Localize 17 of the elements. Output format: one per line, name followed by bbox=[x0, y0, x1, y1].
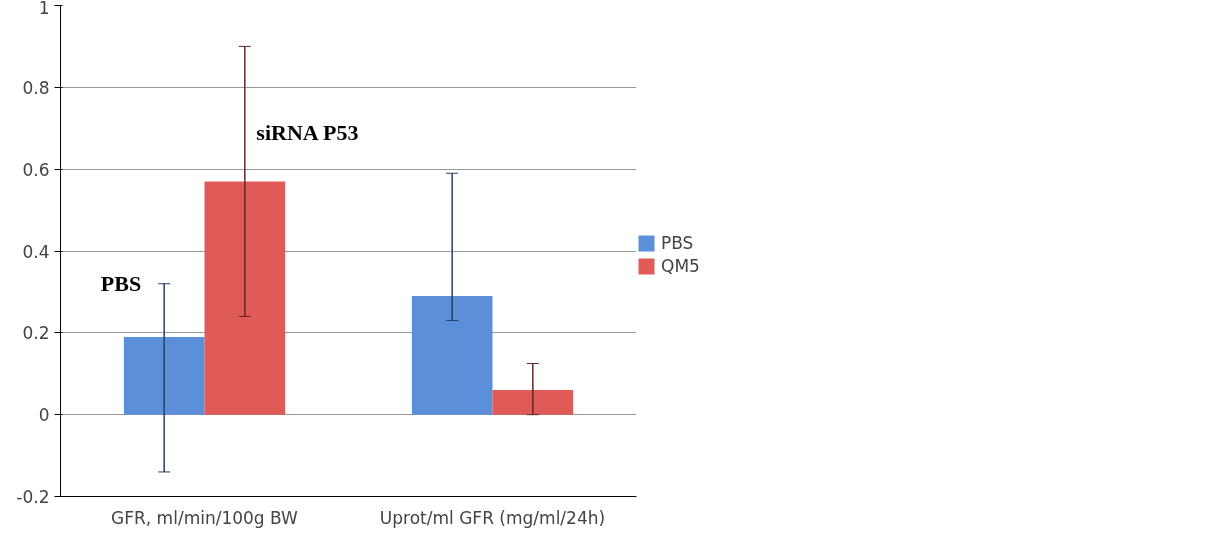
y-tick-label: 1 bbox=[38, 0, 50, 18]
y-tick-label: 0 bbox=[38, 405, 50, 426]
annotation: PBS bbox=[100, 271, 142, 297]
bar bbox=[123, 336, 205, 415]
y-tick-label: -0.2 bbox=[16, 487, 50, 507]
bar bbox=[492, 390, 574, 415]
y-tick-label: 0.6 bbox=[22, 159, 50, 180]
y-tick-label: 0.4 bbox=[22, 241, 50, 262]
y-tick-label: 0.8 bbox=[22, 77, 50, 98]
legend-label: PBS bbox=[661, 233, 694, 253]
x-tick-label: GFR, ml/min/100g BW bbox=[111, 507, 299, 528]
annotation: siRNA P53 bbox=[256, 119, 359, 145]
bar bbox=[411, 296, 493, 415]
x-tick-label: Uprot/ml GFR (mg/ml/24h) bbox=[379, 507, 606, 528]
bar bbox=[204, 181, 286, 415]
y-tick-label: 0.2 bbox=[22, 323, 50, 344]
legend-label: QM5 bbox=[661, 256, 700, 276]
